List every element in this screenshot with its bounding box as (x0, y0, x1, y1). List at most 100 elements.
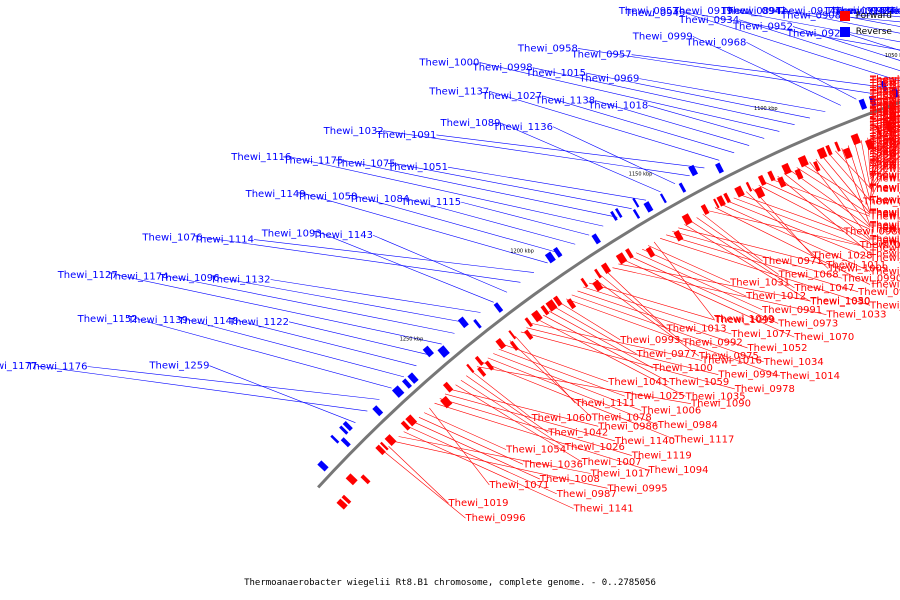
gene-label: Thewi_1114 (193, 235, 254, 246)
gene-arrow (777, 176, 787, 188)
gene-label: Thewi_1030 (809, 296, 870, 307)
label-leader-line (291, 156, 604, 227)
gene-arrow (715, 162, 724, 174)
gene-label: Thewi_0912 (869, 161, 900, 172)
legend: Forward Reverse (839, 8, 892, 40)
gene-label: Thewi_0943 (869, 120, 900, 131)
gene-label: Thewi_1017 (590, 468, 651, 479)
label-leader-line (482, 361, 675, 440)
gene-label: Thewi_0910 (869, 143, 900, 154)
label-leader-line (542, 95, 735, 154)
gene-arrow (422, 345, 435, 358)
gene-label: Thewi_0965 (862, 197, 900, 208)
gene-label: Thewi_1141 (573, 504, 634, 515)
gene-label: Thewi_0974 (869, 160, 900, 171)
gene-label: Thewi_1143 (312, 230, 373, 241)
gene-arrow (594, 268, 602, 279)
label-leader-line (393, 441, 608, 489)
gene-arrow (401, 378, 412, 389)
label-leader-line (647, 245, 731, 283)
gene-label: Thewi_0978 (734, 384, 795, 395)
gene-label: Thewi_0900 (869, 89, 900, 100)
label-leader-line (732, 10, 900, 43)
label-leader-line (869, 125, 900, 163)
gene-label: Thewi_1119 (631, 451, 692, 462)
gene-arrow (816, 147, 828, 160)
label-leader-line (783, 173, 871, 241)
gene-arrow (781, 162, 792, 175)
label-leader-line (471, 370, 532, 419)
gene-label: Thewi_0895 (869, 124, 900, 135)
label-leader-line (403, 431, 574, 509)
label-leader-line (684, 224, 811, 302)
gene-label: Thewi_1136 (492, 122, 553, 133)
gene-arrow (659, 193, 667, 204)
label-leader-line (777, 176, 871, 254)
gene-label: Thewi_1077 (730, 329, 791, 340)
gene-arrow (552, 295, 563, 307)
gene-label: Thewi_1014 (779, 371, 840, 382)
label-leader-line (792, 26, 900, 61)
gene-arrow (858, 98, 868, 110)
gene-label: Thewi_0914 (775, 6, 836, 17)
gene-arrow (688, 164, 699, 177)
label-leader-line (869, 139, 900, 155)
gene-arrow (834, 141, 841, 152)
label-leader-line (554, 306, 637, 355)
gene-arrow (384, 434, 397, 447)
gene-label: Thewi_1096 (158, 273, 219, 284)
gene-label: Thewi_1068 (778, 270, 839, 281)
label-leader-line (846, 33, 900, 51)
gene-arrow (336, 498, 348, 510)
legend-forward-label: Forward (855, 11, 892, 21)
gene-arrow (360, 474, 371, 485)
gene-arrow (540, 305, 550, 316)
label-leader-line (745, 191, 829, 269)
gene-arrow (531, 309, 543, 323)
gene-label: Thewi_0883 (869, 117, 900, 128)
label-leader-line (796, 167, 871, 215)
gene-arrow (645, 246, 656, 258)
gene-label: Thewi_1029 (869, 266, 900, 277)
label-leader-line (714, 207, 871, 285)
gene-label: Thewi_0981 (869, 170, 900, 181)
label-leader-line (548, 310, 654, 369)
gene-label: Thewi_1127 (57, 270, 118, 281)
gene-label: Thewi_0942 (726, 6, 787, 17)
label-leader-line (869, 155, 900, 179)
scale-tick-label: 1250 kbp (400, 337, 424, 343)
gene-label: Thewi_1099 (714, 315, 775, 326)
gene-label: Thewi_1122 (228, 317, 289, 328)
gene-arrow (442, 381, 454, 393)
gene-label: Thewi_0975 (698, 351, 759, 362)
gene-arrow (484, 360, 495, 371)
gene-arrow (700, 204, 710, 216)
gene-label: Thewi_0984 (657, 420, 718, 431)
gene-label: Thewi_0909 (869, 123, 900, 134)
gene-label: Thewi_0963 (869, 182, 900, 193)
label-leader-line (594, 278, 700, 357)
gene-label: Thewi_1139 (127, 315, 188, 326)
label-leader-line (835, 10, 900, 18)
label-leader-line (624, 259, 795, 338)
gene-arrow (508, 330, 517, 340)
gene-label: Thewi_1035 (685, 391, 746, 402)
gene-label: Thewi_0982 (869, 220, 900, 231)
label-leader-line (270, 279, 481, 313)
gene-label: Thewi_1001 (869, 158, 900, 169)
gene-arrow (880, 80, 888, 92)
label-leader-line (409, 198, 576, 245)
gene-label: Thewi_0944 (869, 224, 900, 235)
gene-label: Thewi_0867 (869, 102, 900, 113)
gene-arrow (495, 337, 507, 350)
gene-arrow (734, 185, 745, 198)
label-leader-line (413, 421, 540, 480)
gene-label: Thewi_0889 (869, 134, 900, 145)
label-leader-line (253, 239, 535, 273)
gene-label: Thewi_0856 (869, 96, 900, 107)
gene-label: Thewi_0904 (869, 129, 900, 140)
gene-arrow (400, 420, 411, 431)
label-leader-line (869, 142, 900, 158)
gene-arrow (342, 420, 353, 432)
gene-label: Thewi_0913 (869, 96, 900, 107)
